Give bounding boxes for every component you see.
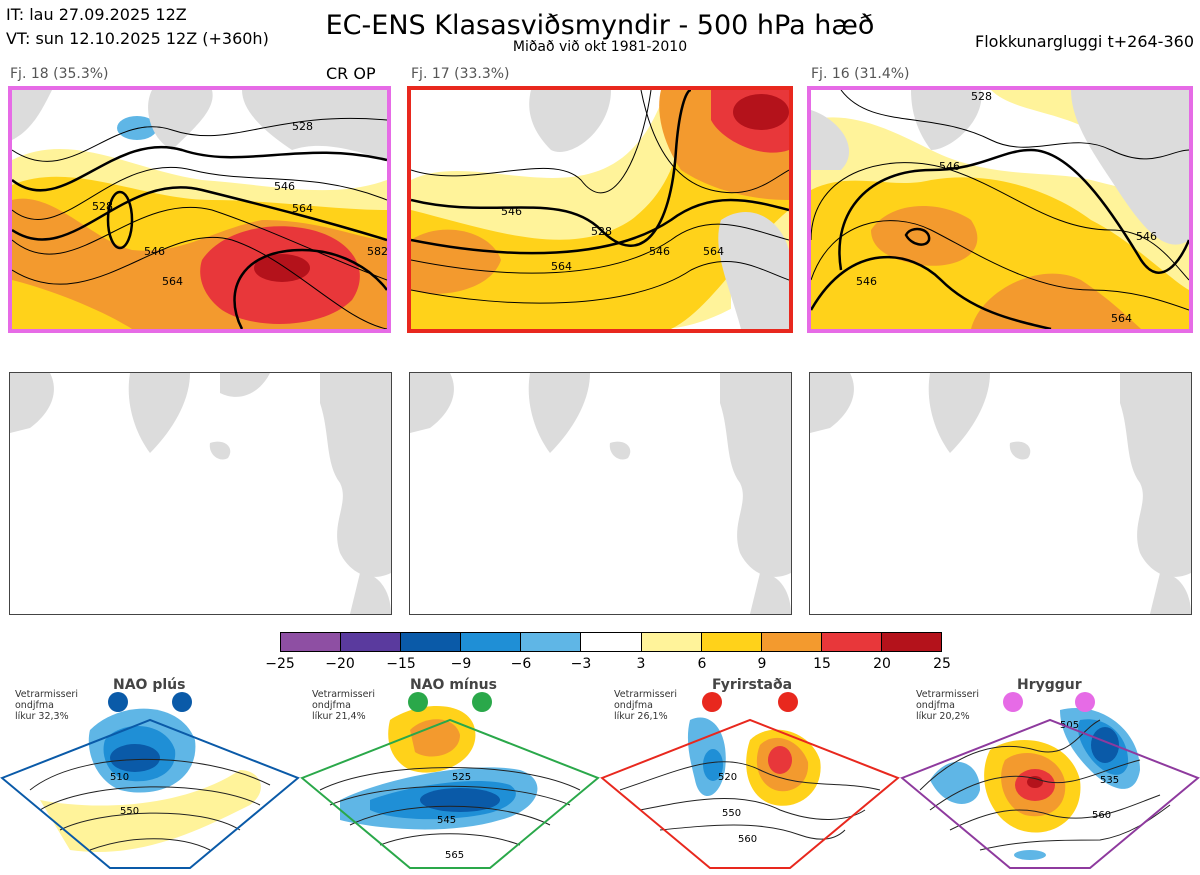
valid-time: VT: sun 12.10.2025 12Z (+360h) [6,29,269,48]
colorbar-swatch [341,633,402,651]
contour-label: 528 [591,225,612,238]
contour-label: 535 [1100,775,1119,786]
contour-label: 510 [110,772,129,783]
regime-2-title: NAO mínus [410,677,497,693]
regime-1-map: 510 550 [0,690,300,871]
contour-label: 564 [292,202,313,215]
contour-label: 560 [1092,810,1111,821]
colorbar-tick: 25 [933,656,951,672]
colorbar-swatch [761,633,822,651]
contour-label: 564 [1111,312,1132,325]
cluster-2-label: Fj. 17 (33.3%) [411,66,510,82]
cluster-1-tag: CR OP [326,64,376,83]
contour-label: 546 [856,275,877,288]
regime-4-map: 505 535 560 [900,690,1200,871]
regime-2-map: 525 545 565 [300,690,600,871]
colorbar-swatch [821,633,882,651]
regime-4-note: Vetrarmisseri ondjfma líkur 20,2% [916,689,979,722]
contour-label: 564 [551,260,572,273]
colorbar-swatch [461,633,522,651]
cluster-3-map: 528 546 546 546 564 [807,86,1193,333]
colorbar-tick: 3 [636,656,646,672]
colorbar-swatch [641,633,702,651]
regime-3-note: Vetrarmisseri ondjfma líkur 26,1% [614,689,677,722]
contour-label: 546 [274,180,295,193]
colorbar-tick: 15 [813,656,831,672]
contour-label: 525 [452,772,471,783]
colorbar-swatch [881,633,942,651]
regime-1-note: Vetrarmisseri ondjfma líkur 32,3% [15,689,78,722]
contour-label: 546 [649,245,670,258]
cluster-1-label: Fj. 18 (35.3%) [10,66,109,82]
colorbar-tick: 9 [757,656,767,672]
contour-label: 582 [367,245,387,258]
cluster-3-label: Fj. 16 (31.4%) [811,66,910,82]
regime-3-map: 520 550 560 [600,690,900,871]
page-subtitle: Miðað við okt 1981-2010 [512,39,688,55]
colorbar-tick: −6 [510,656,532,672]
contour-label: 546 [501,205,522,218]
colorbar-swatch [281,633,342,651]
colorbar-tick: −3 [570,656,592,672]
colorbar-swatch [401,633,462,651]
regime-4-title: Hryggur [1017,677,1082,693]
contour-label: 564 [162,275,183,288]
contour-label: 564 [703,245,724,258]
colorbar-swatch [521,633,582,651]
contour-label: 528 [92,200,113,213]
cluster-1-map: 528 546 564 582 546 564 528 [8,86,391,333]
regime-2-note: Vetrarmisseri ondjfma líkur 21,4% [312,689,375,722]
contour-label: 546 [1136,230,1157,243]
contour-label: 545 [437,815,456,826]
colorbar-swatch [701,633,762,651]
colorbar-tick: −20 [325,656,355,672]
empty-map-3 [809,372,1192,615]
colorbar-swatch [581,633,642,651]
contour-label: 546 [939,160,960,173]
contour-label: 505 [1060,720,1079,731]
colorbar-tick: −25 [265,656,295,672]
contour-label: 550 [120,806,139,817]
contour-label: 560 [738,834,757,845]
cluster-window: Flokkunargluggi t+264-360 [975,32,1194,51]
init-time: IT: lau 27.09.2025 12Z [6,5,187,24]
colorbar-tick: 20 [873,656,891,672]
regime-1-title: NAO plús [113,677,186,693]
empty-map-2 [409,372,792,615]
contour-label: 550 [722,808,741,819]
colorbar-tick: −9 [450,656,472,672]
empty-map-1 [9,372,392,615]
contour-label: 565 [445,850,464,861]
regime-3-title: Fyrirstaða [712,677,793,693]
cluster-2-map: 546 528 546 564 564 [407,86,793,333]
contour-label: 528 [292,120,313,133]
contour-label: 520 [718,772,737,783]
colorbar-tick: 6 [697,656,707,672]
colorbar-tick: −15 [386,656,416,672]
colorbar [280,632,942,652]
contour-label: 528 [971,90,992,103]
page-title: EC-ENS Klasasviðsmyndir - 500 hPa hæð [325,10,875,41]
contour-label: 546 [144,245,165,258]
